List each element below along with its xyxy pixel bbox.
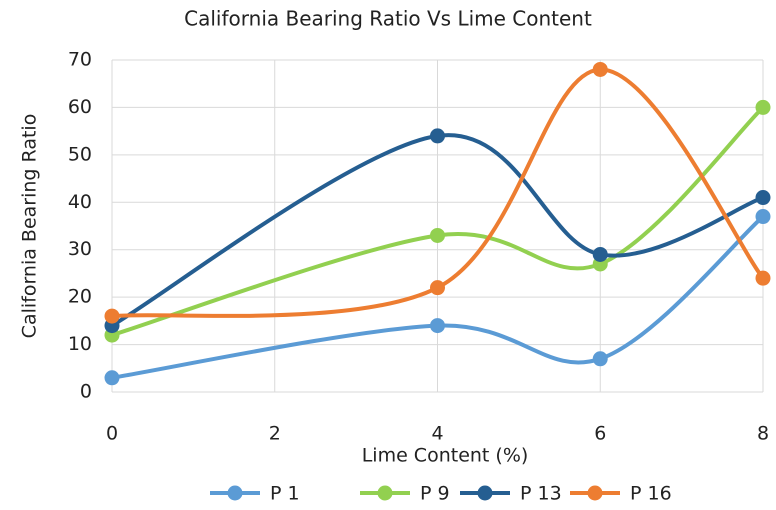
data-point <box>592 61 608 77</box>
data-point <box>755 190 771 206</box>
data-point <box>430 128 445 144</box>
legend-label: P 9 <box>420 483 450 505</box>
series-line <box>110 133 764 328</box>
series-line <box>111 215 765 380</box>
legend-marker <box>587 485 603 501</box>
data-point <box>592 246 608 262</box>
x-tick-label: 6 <box>594 423 606 445</box>
data-point <box>430 227 445 243</box>
legend-label: P 1 <box>270 483 300 505</box>
series-line <box>111 67 765 319</box>
data-point <box>755 270 771 286</box>
x-tick-label: 2 <box>269 423 281 445</box>
legend-marker <box>227 485 243 501</box>
y-tick-label: 30 <box>68 238 92 260</box>
data-point <box>755 209 771 225</box>
x-axis-label: Lime Content (%) <box>362 445 529 467</box>
series-line <box>111 105 765 337</box>
x-tick-label: 0 <box>106 423 118 445</box>
data-point <box>430 318 445 334</box>
x-tick-label: 4 <box>431 423 443 445</box>
y-tick-label: 0 <box>80 381 92 403</box>
data-point <box>104 370 120 386</box>
legend-marker <box>477 485 493 501</box>
chart-title: California Bearing Ratio Vs Lime Content <box>184 7 592 31</box>
y-tick-label: 20 <box>68 286 92 308</box>
legend-marker <box>377 485 393 501</box>
data-point <box>592 351 608 367</box>
y-tick-label: 40 <box>68 191 92 213</box>
x-tick-label: 8 <box>757 423 769 445</box>
data-point <box>755 99 771 115</box>
legend-label: P 13 <box>520 483 562 505</box>
legend-label: P 16 <box>630 483 672 505</box>
y-axis-label: California Bearing Ratio <box>19 114 41 339</box>
y-tick-label: 10 <box>68 333 92 355</box>
y-tick-label: 70 <box>68 49 92 71</box>
data-point <box>430 280 445 296</box>
data-point <box>104 308 120 324</box>
y-tick-label: 60 <box>68 96 92 118</box>
y-tick-label: 50 <box>68 143 92 165</box>
